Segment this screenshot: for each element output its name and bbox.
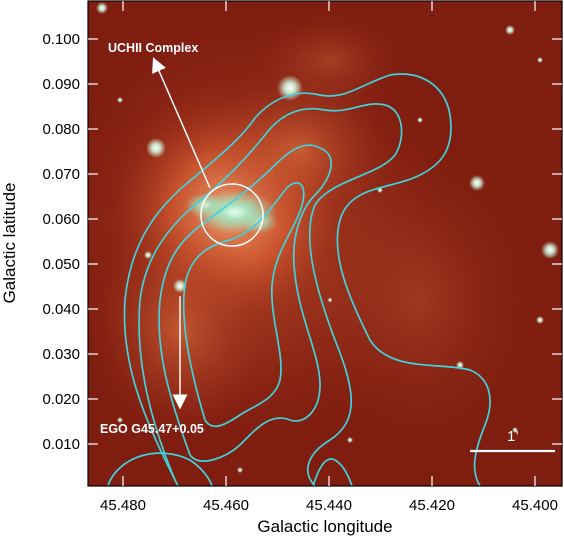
y-tick-label: 0.070 xyxy=(42,166,80,183)
x-tick-label: 45.420 xyxy=(409,497,455,514)
annotation-layer: UCHII Complex EGO G45.47+0.05 1’ xyxy=(100,41,555,453)
x-tick-label: 45.460 xyxy=(203,497,249,514)
contour-middle-2 xyxy=(158,144,332,462)
y-axis-title: Galactic latitude xyxy=(0,183,19,304)
x-tick-label: 45.480 xyxy=(100,497,146,514)
x-axis-title: Galactic longitude xyxy=(257,517,392,536)
y-tick-label: 0.050 xyxy=(42,256,80,273)
x-tick-label: 45.400 xyxy=(512,497,558,514)
nebula-image xyxy=(88,1,562,486)
plot-frame xyxy=(87,0,563,487)
y-tick-label: 0.020 xyxy=(42,391,80,408)
contour-middle-1 xyxy=(138,103,403,486)
y-tick-label: 0.040 xyxy=(42,301,80,318)
y-tick-label: 0.080 xyxy=(42,121,80,138)
y-tick-label: 0.090 xyxy=(42,76,80,93)
y-tick-label: 0.010 xyxy=(42,436,80,453)
contour-lines xyxy=(107,73,491,486)
contour-bottom-right xyxy=(312,458,353,486)
y-tick-labels: 0.100 0.090 0.080 0.070 0.060 0.050 0.04… xyxy=(42,31,80,453)
scale-bar-label: 1’ xyxy=(507,428,519,445)
ego-label: EGO G45.47+0.05 xyxy=(100,422,204,436)
uchii-circle xyxy=(200,183,264,247)
contour-inner xyxy=(182,182,305,428)
y-tick-label: 0.100 xyxy=(42,31,80,48)
uchii-label: UCHII Complex xyxy=(108,41,198,55)
contour-outer xyxy=(107,73,491,486)
y-tick-label: 0.060 xyxy=(42,211,80,228)
x-tick-label: 45.440 xyxy=(306,497,352,514)
y-tick-label: 0.030 xyxy=(42,346,80,363)
ticks xyxy=(88,1,562,486)
uchii-arrow xyxy=(152,57,211,189)
x-tick-labels: 45.480 45.460 45.440 45.420 45.400 xyxy=(100,497,558,514)
